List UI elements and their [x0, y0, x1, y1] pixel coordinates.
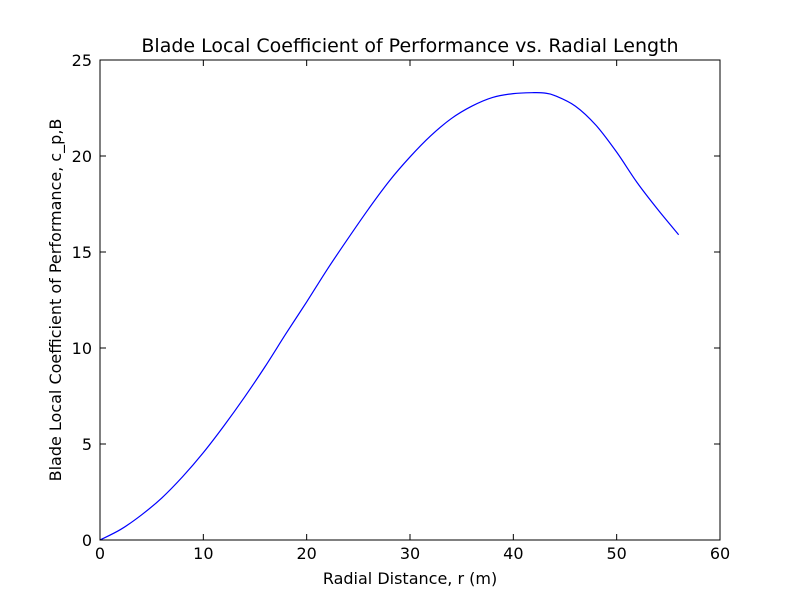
- x-tick-label: 20: [296, 544, 316, 563]
- x-tick-label: 50: [606, 544, 626, 563]
- y-tick-label: 10: [72, 339, 92, 358]
- y-tick-label: 15: [72, 243, 92, 262]
- x-tick-label: 0: [95, 544, 105, 563]
- chart-title: Blade Local Coefficient of Performance v…: [141, 35, 678, 57]
- y-axis-label: Blade Local Coefficient of Performance, …: [46, 119, 66, 482]
- axis-ticks: 0 10 20 30 40 50 60 0 5 10 15 20 25: [72, 51, 731, 563]
- y-tick-label: 20: [72, 147, 92, 166]
- x-tick-label: 30: [400, 544, 420, 563]
- x-tick-label: 60: [710, 544, 730, 563]
- y-tick-label: 25: [72, 51, 92, 70]
- series-line: [99, 91, 680, 541]
- x-tick-label: 40: [503, 544, 523, 563]
- x-tick-label: 10: [193, 544, 213, 563]
- series-layer: [99, 91, 680, 541]
- plot-frame: [99, 59, 721, 541]
- y-tick-label: 0: [82, 531, 92, 550]
- y-tick-label: 5: [82, 435, 92, 454]
- x-axis-label: Radial Distance, r (m): [323, 569, 497, 588]
